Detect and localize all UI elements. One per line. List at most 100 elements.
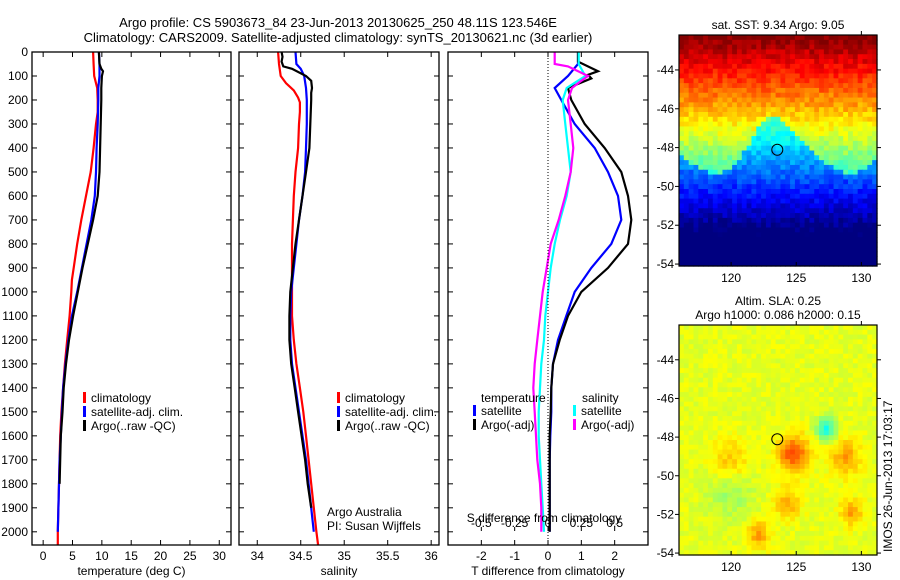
map-cell (727, 468, 733, 475)
map-cell (703, 246, 709, 253)
map-cell (688, 416, 695, 422)
map-cell (833, 78, 839, 84)
map-cell (785, 372, 791, 379)
map-cell (790, 339, 796, 345)
map-cell (862, 169, 868, 176)
map-cell (838, 358, 844, 364)
map-cell (823, 449, 830, 455)
map-cell (848, 121, 854, 128)
map-cell (799, 227, 806, 233)
map-cell (717, 535, 724, 542)
map-cell (679, 411, 685, 417)
map-cell (741, 406, 748, 412)
map-cell (804, 241, 810, 248)
map-cell (794, 39, 801, 46)
map-cell (799, 160, 806, 166)
map-cell (828, 198, 835, 205)
map-cell (848, 329, 854, 336)
map-cell (804, 222, 810, 229)
map-cell (785, 116, 791, 123)
map-cell (761, 348, 767, 355)
map-cell (751, 39, 757, 46)
map-cell (732, 150, 738, 156)
map-cell (833, 63, 839, 70)
map-cell (746, 348, 753, 355)
map-cell (862, 179, 868, 185)
map-cell (679, 251, 685, 257)
map-cell (732, 140, 738, 147)
map-cell (761, 164, 767, 171)
map-cell (833, 368, 839, 374)
map-cell (794, 502, 801, 508)
map-cell (819, 516, 825, 523)
map-cell (794, 54, 801, 60)
map-cell (809, 63, 815, 70)
map-cell (785, 502, 791, 508)
map-cell (809, 155, 815, 161)
map-cell (843, 126, 849, 132)
map-cell (698, 54, 704, 60)
map-cell (751, 396, 757, 403)
map-cell (872, 126, 878, 132)
map-cell (703, 449, 709, 455)
map-cell (790, 401, 796, 408)
map-cell (799, 329, 806, 336)
map-cell (799, 545, 806, 551)
map-cell (790, 59, 796, 65)
map-cell (852, 155, 859, 161)
map-cell (679, 126, 685, 132)
map-cell (833, 526, 839, 532)
map-cell (867, 63, 873, 70)
y-tick-label: 800 (8, 237, 28, 251)
map-cell (828, 49, 835, 55)
map-cell (862, 372, 868, 379)
map-cell (770, 203, 777, 209)
map-cell (790, 454, 796, 460)
map-cell (809, 222, 815, 229)
map-cell (809, 325, 815, 331)
map-cell (746, 339, 753, 345)
map-cell (761, 440, 767, 446)
map-cell (679, 444, 685, 451)
map-cell (746, 145, 753, 152)
map-cell (717, 507, 724, 513)
map-cell (804, 487, 810, 494)
map-cell (819, 174, 825, 180)
map-cell (833, 406, 839, 412)
map-cell (732, 416, 738, 422)
map-cell (843, 121, 849, 128)
map-cell (867, 348, 873, 355)
map-cell (727, 531, 733, 537)
map-cell (862, 213, 868, 219)
map-cell (765, 392, 772, 398)
map-cell (833, 444, 839, 451)
map-cell (746, 420, 753, 427)
map-cell (679, 382, 685, 388)
map-cell (707, 377, 714, 384)
map-cell (746, 87, 753, 94)
map-cell (790, 222, 796, 229)
map-cell (746, 184, 753, 190)
map-cell (780, 535, 786, 542)
map-cell (756, 232, 762, 238)
map-cell (867, 189, 873, 195)
map-cell (770, 535, 777, 542)
map-cell (814, 531, 820, 537)
map-cell (843, 420, 849, 427)
map-cell (848, 550, 854, 556)
map-cell (819, 237, 825, 243)
map-cell (736, 372, 743, 379)
map-cell (736, 325, 743, 331)
map-cell (770, 217, 777, 224)
map-cell (775, 454, 782, 460)
map-cell (770, 116, 777, 123)
map-cell (732, 430, 738, 436)
figure-title-line1: Argo profile: CS 5903673_84 23-Jun-2013 … (119, 15, 557, 30)
map-cell (862, 507, 868, 513)
map-cell (848, 406, 854, 412)
map-cell (712, 387, 719, 393)
map-cell (679, 246, 685, 253)
map-cell (712, 358, 719, 364)
map-cell (819, 121, 825, 128)
map-cell (693, 531, 699, 537)
